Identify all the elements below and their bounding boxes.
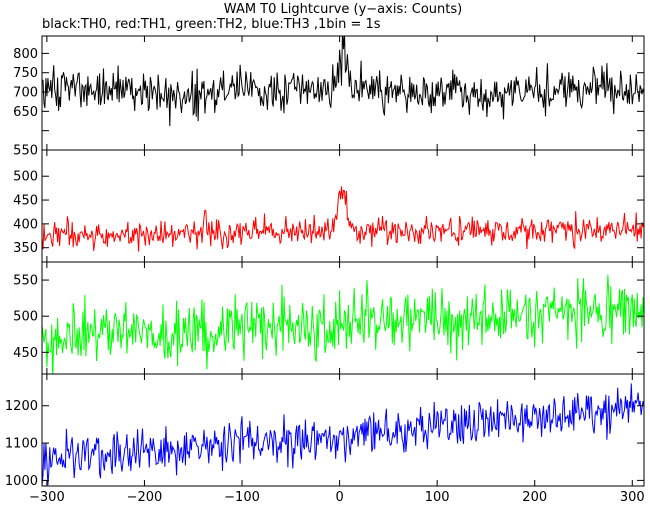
y-tick-label: 500 bbox=[13, 170, 38, 185]
chart-title: WAM T0 Lightcurve (y−axis: Counts) bbox=[224, 2, 462, 17]
x-tick-label: −100 bbox=[224, 490, 260, 505]
panel-0: 550 650 700 750 800 bbox=[13, 35, 645, 159]
y-tick-label: 800 bbox=[13, 47, 38, 62]
panel-3: 1000 1100 1200 bbox=[5, 373, 645, 489]
y-tick-label: 650 bbox=[13, 105, 38, 120]
panel-frame bbox=[41, 373, 645, 487]
y-tick-label: 700 bbox=[13, 86, 38, 101]
x-tick-label: −200 bbox=[127, 490, 163, 505]
y-tick-label: 1000 bbox=[5, 474, 38, 489]
series-line-0 bbox=[42, 36, 644, 127]
y-tick-label: 550 bbox=[13, 274, 38, 289]
series-line-3 bbox=[42, 383, 644, 486]
y-tick-label: 1100 bbox=[5, 437, 38, 452]
chart-subtitle: black:TH0, red:TH1, green:TH2, blue:TH3 … bbox=[42, 17, 381, 32]
y-tick-label: 350 bbox=[13, 241, 38, 256]
y-tick-label: 450 bbox=[13, 194, 38, 209]
x-axis: −300 −200 −100 0 100 200 300 bbox=[29, 490, 645, 505]
x-tick-label: −300 bbox=[29, 490, 65, 505]
series-line-1 bbox=[42, 186, 644, 252]
panels-group: 550 650 700 750 800 350 400 450 500 450 500 550 1000… bbox=[5, 35, 645, 489]
y-tick-label: 500 bbox=[13, 310, 38, 325]
series-line-2 bbox=[42, 274, 644, 374]
x-tick-label: 100 bbox=[425, 490, 450, 505]
y-tick-label: 450 bbox=[13, 346, 38, 361]
panel-frame bbox=[41, 261, 645, 375]
x-tick-label: 0 bbox=[335, 490, 343, 505]
x-tick-label: 300 bbox=[620, 490, 645, 505]
panel-2: 450 500 550 bbox=[13, 261, 645, 375]
y-tick-label: 550 bbox=[13, 144, 38, 159]
y-tick-label: 1200 bbox=[5, 399, 38, 414]
panel-frame bbox=[41, 149, 645, 263]
y-tick-label: 400 bbox=[13, 217, 38, 232]
x-tick-label: 200 bbox=[522, 490, 547, 505]
panel-1: 350 400 450 500 bbox=[13, 149, 645, 263]
y-tick-label: 750 bbox=[13, 66, 38, 81]
